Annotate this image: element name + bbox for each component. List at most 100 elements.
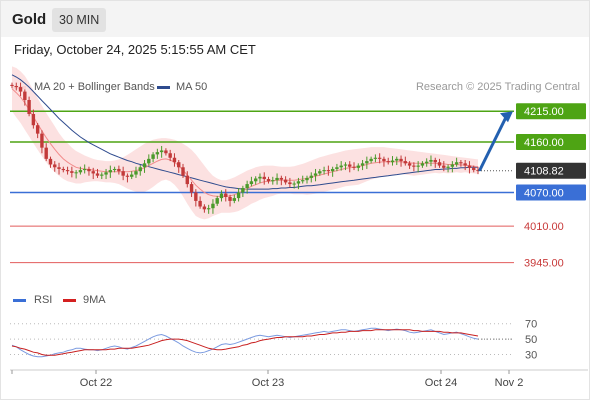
- candle-body: [373, 157, 378, 159]
- candle-body: [159, 150, 164, 153]
- candle-body: [437, 162, 442, 166]
- rsi-ma-legend-swatch: [63, 299, 76, 302]
- candle-body: [44, 147, 48, 159]
- candle-body: [82, 168, 87, 171]
- projection-arrow-head: [500, 111, 513, 123]
- level-label-3945.00: 3945.00: [524, 258, 564, 270]
- candle-body: [31, 114, 36, 126]
- timeframe-button[interactable]: 30 MIN: [52, 8, 107, 32]
- candle-body: [121, 171, 125, 176]
- candle-body: [74, 172, 78, 174]
- rsi-tick-label-30: 30: [525, 349, 537, 361]
- candle-body: [104, 172, 108, 175]
- candle-body: [309, 175, 313, 178]
- level-label-bg-4108.82: [516, 162, 586, 179]
- level-label-4215.00: 4215.00: [524, 106, 564, 118]
- candle-body: [403, 161, 408, 164]
- candle-body: [147, 158, 151, 164]
- candle-body: [142, 163, 147, 168]
- candle-body: [232, 198, 237, 201]
- rsi-legend-swatch: [13, 299, 26, 302]
- candle-body: [395, 158, 399, 161]
- candle-body: [253, 178, 258, 182]
- candle-body: [348, 164, 352, 167]
- level-label-4010.00: 4010.00: [524, 221, 564, 233]
- candle-body: [450, 164, 455, 167]
- candle-body: [27, 100, 31, 115]
- level-label-4070.00: 4070.00: [524, 188, 564, 200]
- candle-body: [262, 176, 266, 180]
- candle-body: [70, 171, 74, 173]
- rsi-tick-label-50: 50: [525, 334, 537, 346]
- level-label-bg-4215.00: [516, 103, 586, 120]
- candle-body: [61, 168, 66, 171]
- candle-body: [412, 165, 416, 167]
- candle-body: [198, 200, 202, 207]
- timestamp: Friday, October 24, 2025 5:15:55 AM CET: [14, 42, 256, 57]
- candle-body: [91, 171, 95, 174]
- candle-body: [301, 180, 305, 182]
- candle-body: [155, 152, 160, 155]
- candle-body: [228, 196, 232, 201]
- ma20-legend-label: MA 20 + Bollinger Bands: [34, 81, 155, 93]
- rsi-line: [11, 327, 479, 358]
- x-tick-label: Oct 24: [425, 377, 457, 389]
- candle-body: [112, 168, 117, 171]
- ma50-line: [11, 74, 478, 190]
- candle-body: [335, 167, 339, 169]
- rsi-tick-label-70: 70: [525, 319, 537, 331]
- candle-body: [194, 192, 198, 201]
- candle-body: [78, 170, 83, 173]
- level-label-bg-4070.00: [516, 184, 586, 201]
- candle-body: [283, 179, 288, 183]
- candle-body: [313, 173, 318, 176]
- candle-body: [360, 163, 365, 166]
- candle-body: [390, 160, 395, 163]
- candle-body: [271, 180, 275, 182]
- candle-body: [134, 171, 138, 175]
- candle-body: [356, 165, 360, 168]
- candle-body: [424, 161, 429, 164]
- candle-body: [326, 170, 331, 172]
- candle-body: [399, 158, 403, 162]
- level-label-4160.00: 4160.00: [524, 137, 564, 149]
- candle-body: [224, 193, 228, 197]
- candle-body: [125, 175, 130, 177]
- research-credit: Research © 2025 Trading Central: [415, 81, 580, 93]
- candle-body: [100, 174, 104, 176]
- candle-body: [236, 192, 241, 199]
- rsi-ma-line: [11, 329, 479, 356]
- candle-body: [339, 165, 343, 168]
- candle-body: [211, 203, 215, 209]
- candle-body: [292, 183, 296, 185]
- candle-body: [258, 176, 262, 179]
- candle-body: [467, 165, 472, 168]
- candle-body: [249, 181, 254, 185]
- candle-body: [288, 182, 292, 185]
- candle-body: [177, 162, 181, 168]
- candle-body: [181, 167, 185, 176]
- candle-body: [377, 157, 382, 159]
- rsi-ma-legend-label: 9MA: [83, 294, 106, 306]
- x-tick-label: Oct 23: [252, 377, 284, 389]
- level-label-bg-4160.00: [516, 134, 586, 151]
- candle-body: [407, 163, 412, 166]
- candle-body: [416, 165, 420, 167]
- candle-body: [241, 188, 245, 193]
- candle-body: [168, 153, 172, 158]
- rsi-legend-label: RSI: [34, 294, 53, 306]
- candle-body: [48, 158, 53, 165]
- candle-body: [442, 165, 446, 168]
- bollinger-band-area: [12, 66, 478, 220]
- instrument-title: Gold: [12, 11, 47, 28]
- candle-body: [53, 164, 57, 168]
- candle-body: [57, 167, 61, 169]
- candle-body: [108, 170, 113, 173]
- candle-body: [369, 158, 373, 162]
- candle-body: [215, 198, 219, 204]
- candle-body: [138, 167, 142, 172]
- candle-body: [330, 168, 335, 172]
- candle-body: [296, 181, 301, 184]
- ma50-legend-swatch: [157, 86, 170, 89]
